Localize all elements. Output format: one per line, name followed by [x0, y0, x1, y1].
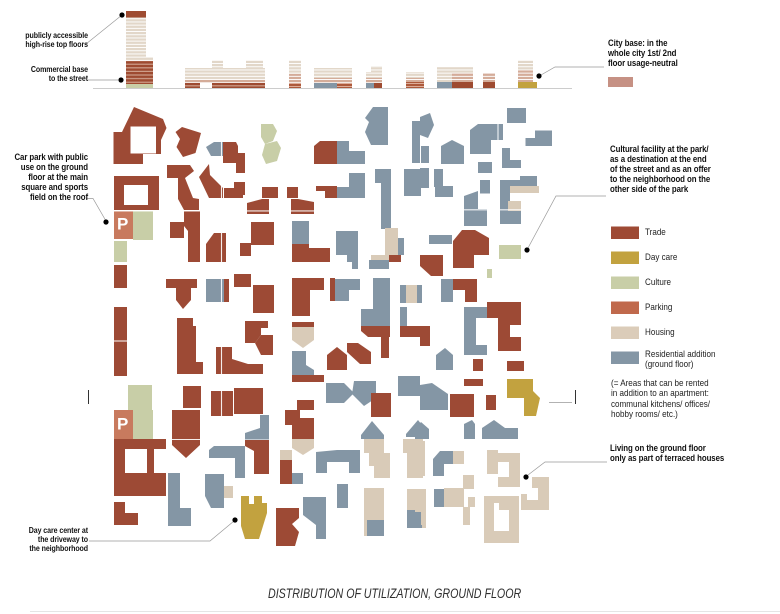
svg-text:P: P: [117, 415, 128, 434]
svg-text:P: P: [117, 215, 128, 234]
